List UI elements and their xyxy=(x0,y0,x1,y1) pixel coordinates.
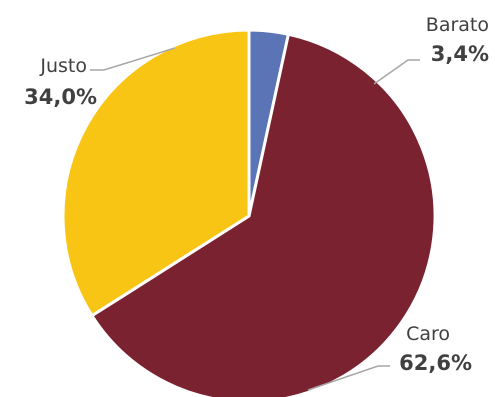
pie-slice-caro xyxy=(90,32,437,397)
leader-line-caro xyxy=(307,365,390,391)
label-caro-category: Caro xyxy=(406,323,450,345)
data-labels: Barato 3,4% Justo 34,0% Caro 62,6% xyxy=(24,14,489,375)
label-barato-category: Barato xyxy=(426,14,489,36)
pie-slice-justo xyxy=(61,28,251,318)
label-barato-value: 3,4% xyxy=(431,42,489,66)
label-justo-category: Justo xyxy=(39,55,87,77)
pie-slices xyxy=(61,28,437,397)
label-caro-value: 62,6% xyxy=(399,351,472,375)
label-justo-value: 34,0% xyxy=(24,85,97,109)
leader-line-barato xyxy=(373,59,420,85)
leader-line-justo xyxy=(90,47,176,71)
leader-lines xyxy=(90,47,420,391)
